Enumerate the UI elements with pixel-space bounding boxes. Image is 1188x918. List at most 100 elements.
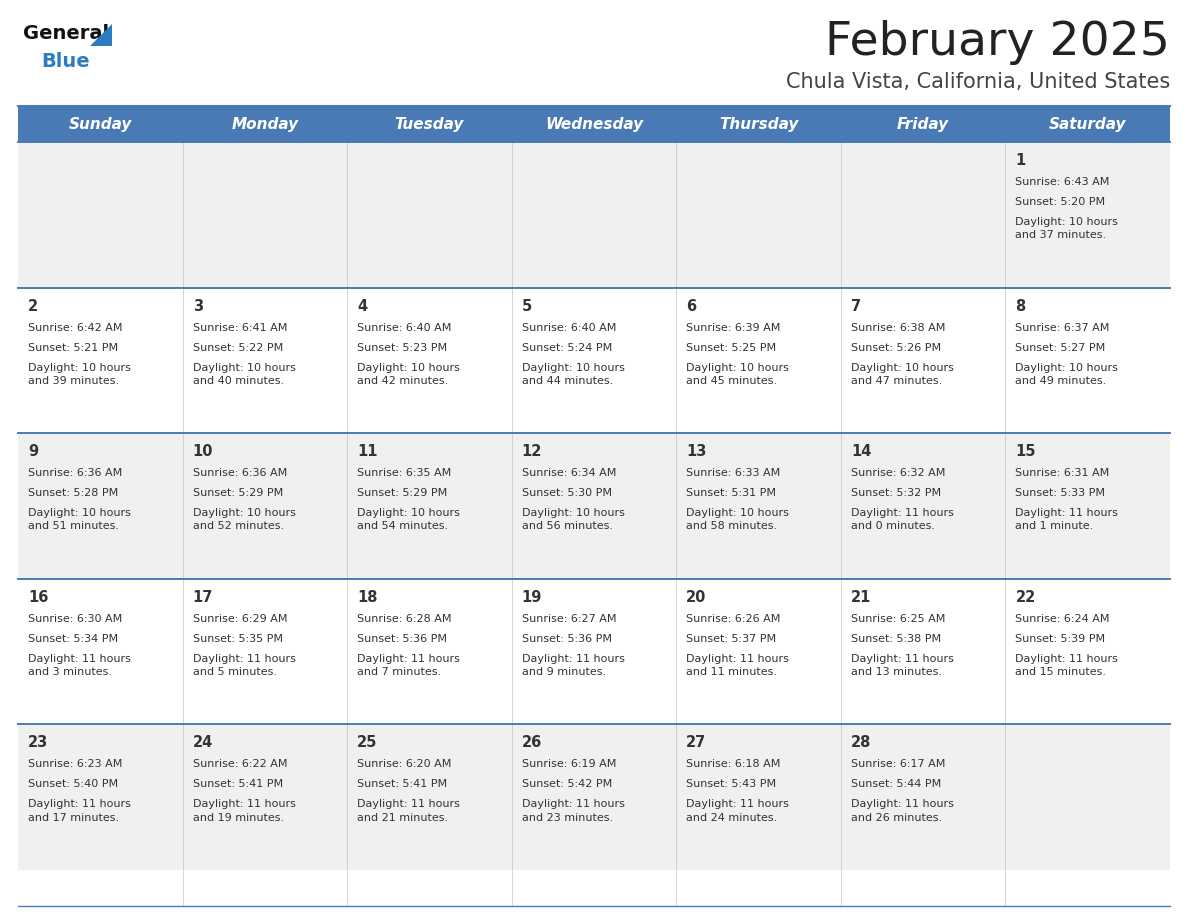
Text: Sunset: 5:43 PM: Sunset: 5:43 PM xyxy=(687,779,777,789)
Text: Daylight: 10 hours
and 56 minutes.: Daylight: 10 hours and 56 minutes. xyxy=(522,509,625,532)
Text: Sunset: 5:25 PM: Sunset: 5:25 PM xyxy=(687,342,777,353)
Text: Sunrise: 6:34 AM: Sunrise: 6:34 AM xyxy=(522,468,617,478)
Text: Sunset: 5:39 PM: Sunset: 5:39 PM xyxy=(1016,633,1106,644)
Text: Sunset: 5:36 PM: Sunset: 5:36 PM xyxy=(358,633,447,644)
Text: Blue: Blue xyxy=(42,52,89,71)
Text: Daylight: 10 hours
and 54 minutes.: Daylight: 10 hours and 54 minutes. xyxy=(358,509,460,532)
Text: 1: 1 xyxy=(1016,153,1025,168)
Text: 5: 5 xyxy=(522,298,532,314)
Bar xyxy=(18,579,1170,724)
Bar xyxy=(18,433,1170,579)
Text: Sunset: 5:35 PM: Sunset: 5:35 PM xyxy=(192,633,283,644)
Text: Sunrise: 6:40 AM: Sunrise: 6:40 AM xyxy=(522,322,617,332)
Text: Sunrise: 6:33 AM: Sunrise: 6:33 AM xyxy=(687,468,781,478)
Text: 25: 25 xyxy=(358,735,378,750)
Text: 18: 18 xyxy=(358,589,378,605)
Text: Daylight: 11 hours
and 11 minutes.: Daylight: 11 hours and 11 minutes. xyxy=(687,654,789,677)
Text: Sunrise: 6:24 AM: Sunrise: 6:24 AM xyxy=(1016,614,1110,624)
Text: Sunset: 5:34 PM: Sunset: 5:34 PM xyxy=(29,633,118,644)
Text: Sunrise: 6:40 AM: Sunrise: 6:40 AM xyxy=(358,322,451,332)
Text: 16: 16 xyxy=(29,589,49,605)
Text: Sunset: 5:32 PM: Sunset: 5:32 PM xyxy=(851,488,941,498)
Text: Sunrise: 6:41 AM: Sunrise: 6:41 AM xyxy=(192,322,287,332)
Text: Daylight: 11 hours
and 17 minutes.: Daylight: 11 hours and 17 minutes. xyxy=(29,800,131,823)
Bar xyxy=(18,724,1170,870)
Text: 21: 21 xyxy=(851,589,871,605)
Text: Sunset: 5:41 PM: Sunset: 5:41 PM xyxy=(358,779,447,789)
Text: Daylight: 11 hours
and 19 minutes.: Daylight: 11 hours and 19 minutes. xyxy=(192,800,296,823)
Polygon shape xyxy=(90,24,112,46)
Bar xyxy=(18,106,1170,142)
Text: Sunrise: 6:30 AM: Sunrise: 6:30 AM xyxy=(29,614,122,624)
Text: Chula Vista, California, United States: Chula Vista, California, United States xyxy=(785,72,1170,92)
Text: Sunset: 5:38 PM: Sunset: 5:38 PM xyxy=(851,633,941,644)
Bar xyxy=(18,287,1170,433)
Text: Sunset: 5:31 PM: Sunset: 5:31 PM xyxy=(687,488,776,498)
Text: Sunset: 5:40 PM: Sunset: 5:40 PM xyxy=(29,779,118,789)
Text: 14: 14 xyxy=(851,444,871,459)
Text: Daylight: 11 hours
and 21 minutes.: Daylight: 11 hours and 21 minutes. xyxy=(358,800,460,823)
Text: General: General xyxy=(23,24,109,43)
Text: Daylight: 10 hours
and 39 minutes.: Daylight: 10 hours and 39 minutes. xyxy=(29,363,131,386)
Text: Sunset: 5:22 PM: Sunset: 5:22 PM xyxy=(192,342,283,353)
Text: Sunset: 5:20 PM: Sunset: 5:20 PM xyxy=(1016,197,1106,207)
Text: Daylight: 10 hours
and 51 minutes.: Daylight: 10 hours and 51 minutes. xyxy=(29,509,131,532)
Text: Sunset: 5:36 PM: Sunset: 5:36 PM xyxy=(522,633,612,644)
Text: Sunrise: 6:32 AM: Sunrise: 6:32 AM xyxy=(851,468,946,478)
Text: 26: 26 xyxy=(522,735,542,750)
Text: 11: 11 xyxy=(358,444,378,459)
Text: 27: 27 xyxy=(687,735,707,750)
Text: Daylight: 11 hours
and 9 minutes.: Daylight: 11 hours and 9 minutes. xyxy=(522,654,625,677)
Text: Daylight: 11 hours
and 3 minutes.: Daylight: 11 hours and 3 minutes. xyxy=(29,654,131,677)
Text: Daylight: 10 hours
and 52 minutes.: Daylight: 10 hours and 52 minutes. xyxy=(192,509,296,532)
Text: Wednesday: Wednesday xyxy=(545,117,643,131)
Text: 7: 7 xyxy=(851,298,861,314)
Text: Sunset: 5:41 PM: Sunset: 5:41 PM xyxy=(192,779,283,789)
Text: 17: 17 xyxy=(192,589,213,605)
Text: 15: 15 xyxy=(1016,444,1036,459)
Text: Daylight: 10 hours
and 37 minutes.: Daylight: 10 hours and 37 minutes. xyxy=(1016,217,1118,241)
Text: 20: 20 xyxy=(687,589,707,605)
Text: Sunset: 5:27 PM: Sunset: 5:27 PM xyxy=(1016,342,1106,353)
Text: Sunrise: 6:42 AM: Sunrise: 6:42 AM xyxy=(29,322,122,332)
Text: 2: 2 xyxy=(29,298,38,314)
Text: 10: 10 xyxy=(192,444,213,459)
Text: Sunset: 5:28 PM: Sunset: 5:28 PM xyxy=(29,488,119,498)
Text: Sunset: 5:44 PM: Sunset: 5:44 PM xyxy=(851,779,941,789)
Text: Sunset: 5:26 PM: Sunset: 5:26 PM xyxy=(851,342,941,353)
Text: 6: 6 xyxy=(687,298,696,314)
Text: Daylight: 10 hours
and 47 minutes.: Daylight: 10 hours and 47 minutes. xyxy=(851,363,954,386)
Text: Sunrise: 6:26 AM: Sunrise: 6:26 AM xyxy=(687,614,781,624)
Text: Sunset: 5:29 PM: Sunset: 5:29 PM xyxy=(358,488,448,498)
Text: Sunrise: 6:39 AM: Sunrise: 6:39 AM xyxy=(687,322,781,332)
Text: Sunset: 5:29 PM: Sunset: 5:29 PM xyxy=(192,488,283,498)
Text: February 2025: February 2025 xyxy=(826,20,1170,65)
Text: Daylight: 11 hours
and 0 minutes.: Daylight: 11 hours and 0 minutes. xyxy=(851,509,954,532)
Text: Sunset: 5:33 PM: Sunset: 5:33 PM xyxy=(1016,488,1105,498)
Text: 3: 3 xyxy=(192,298,203,314)
Text: Sunrise: 6:37 AM: Sunrise: 6:37 AM xyxy=(1016,322,1110,332)
Text: Sunrise: 6:36 AM: Sunrise: 6:36 AM xyxy=(29,468,122,478)
Text: Sunrise: 6:20 AM: Sunrise: 6:20 AM xyxy=(358,759,451,769)
Text: Sunset: 5:37 PM: Sunset: 5:37 PM xyxy=(687,633,777,644)
Text: Sunrise: 6:36 AM: Sunrise: 6:36 AM xyxy=(192,468,286,478)
Text: Sunday: Sunday xyxy=(69,117,132,131)
Text: Monday: Monday xyxy=(232,117,298,131)
Text: 23: 23 xyxy=(29,735,49,750)
Text: Daylight: 10 hours
and 45 minutes.: Daylight: 10 hours and 45 minutes. xyxy=(687,363,789,386)
Text: Daylight: 11 hours
and 7 minutes.: Daylight: 11 hours and 7 minutes. xyxy=(358,654,460,677)
Text: Friday: Friday xyxy=(897,117,949,131)
Text: 22: 22 xyxy=(1016,589,1036,605)
Text: Sunset: 5:23 PM: Sunset: 5:23 PM xyxy=(358,342,447,353)
Text: 8: 8 xyxy=(1016,298,1025,314)
Text: Tuesday: Tuesday xyxy=(394,117,465,131)
Text: Sunrise: 6:22 AM: Sunrise: 6:22 AM xyxy=(192,759,287,769)
Text: Daylight: 10 hours
and 58 minutes.: Daylight: 10 hours and 58 minutes. xyxy=(687,509,789,532)
Text: Sunrise: 6:29 AM: Sunrise: 6:29 AM xyxy=(192,614,287,624)
Text: Sunrise: 6:31 AM: Sunrise: 6:31 AM xyxy=(1016,468,1110,478)
Text: 28: 28 xyxy=(851,735,871,750)
Text: Daylight: 10 hours
and 42 minutes.: Daylight: 10 hours and 42 minutes. xyxy=(358,363,460,386)
Text: Sunrise: 6:28 AM: Sunrise: 6:28 AM xyxy=(358,614,451,624)
Text: Daylight: 11 hours
and 23 minutes.: Daylight: 11 hours and 23 minutes. xyxy=(522,800,625,823)
Text: Sunrise: 6:25 AM: Sunrise: 6:25 AM xyxy=(851,614,946,624)
